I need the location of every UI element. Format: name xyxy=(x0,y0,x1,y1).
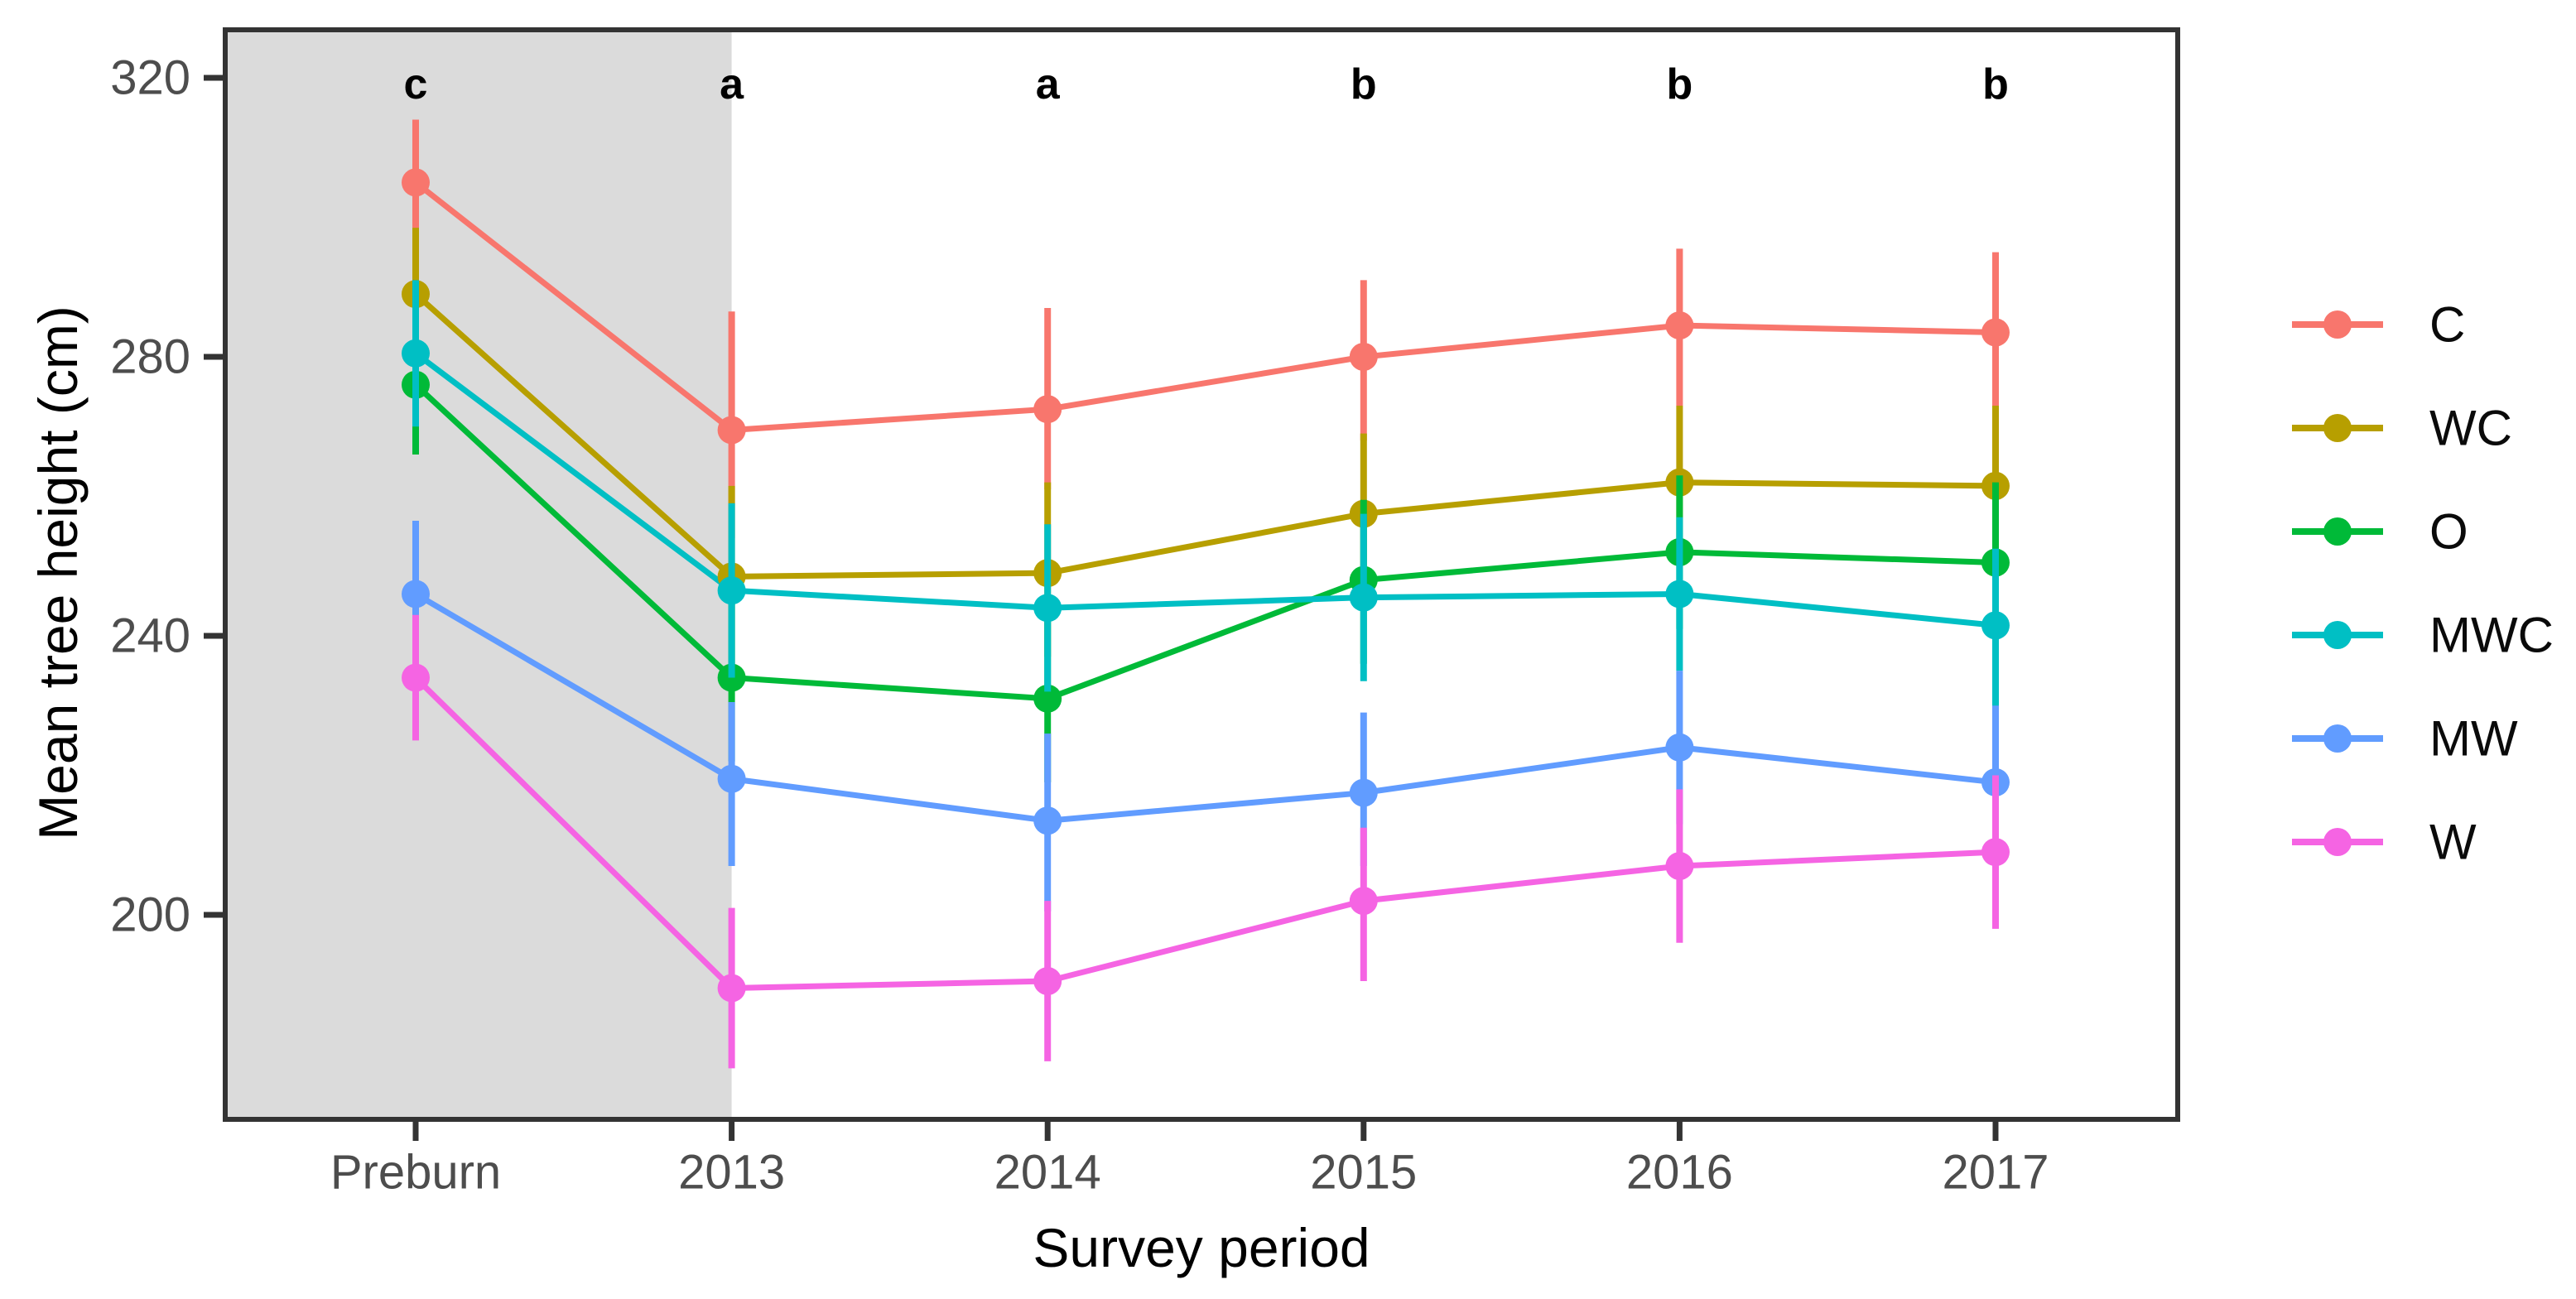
data-point xyxy=(717,416,746,445)
legend-label: MWC xyxy=(2429,608,2554,663)
data-point xyxy=(402,168,430,197)
y-tick-label: 280 xyxy=(110,330,190,384)
data-point xyxy=(1981,318,2010,347)
data-point xyxy=(717,974,746,1003)
data-point xyxy=(1033,594,1062,623)
series-points-C xyxy=(402,119,2010,539)
series-line-W xyxy=(413,676,1996,991)
x-tick-label: Preburn xyxy=(330,1146,501,1200)
series-points-W xyxy=(402,614,2010,1069)
legend-key-dot xyxy=(2323,310,2352,339)
significance-letter: c xyxy=(404,60,428,108)
data-point xyxy=(1033,395,1062,424)
legend-key-dot xyxy=(2323,828,2352,856)
series-line-O xyxy=(413,382,1996,702)
legend-entry-C: C xyxy=(2292,297,2465,353)
data-point xyxy=(1665,733,1694,762)
x-tick-label: 2013 xyxy=(678,1146,785,1200)
x-axis: Preburn 2013 2014 2015 2016 2017 xyxy=(330,1119,2049,1200)
legend-entry-WC: WC xyxy=(2292,401,2512,456)
data-point xyxy=(1033,806,1062,835)
legend-label: WC xyxy=(2429,401,2512,456)
y-tick-label: 320 xyxy=(110,51,190,105)
panel-border xyxy=(223,27,2180,1122)
data-point xyxy=(717,576,746,605)
data-point xyxy=(402,580,430,609)
data-point xyxy=(402,339,430,368)
legend-entry-MWC: MWC xyxy=(2292,608,2554,663)
series-points-MWC xyxy=(402,280,2010,720)
legend-label: W xyxy=(2429,815,2477,870)
data-point xyxy=(1665,311,1694,340)
data-point xyxy=(1349,583,1378,612)
data-point xyxy=(1981,838,2010,867)
significance-letter: a xyxy=(1036,60,1061,108)
data-point xyxy=(1981,611,2010,640)
legend: C WC O MWC MW W xyxy=(2292,297,2554,870)
data-point xyxy=(1033,684,1062,713)
y-axis-title: Mean tree height (cm) xyxy=(27,306,89,840)
significance-letter: b xyxy=(1667,60,1693,108)
y-tick-label: 240 xyxy=(110,609,190,663)
data-point xyxy=(1665,580,1694,609)
significance-letter: a xyxy=(720,60,744,108)
data-point xyxy=(1349,887,1378,916)
significance-letter: b xyxy=(1351,60,1377,108)
data-point xyxy=(717,764,746,793)
x-tick-label: 2015 xyxy=(1310,1146,1417,1200)
data-point xyxy=(402,663,430,692)
legend-entry-W: W xyxy=(2292,815,2477,870)
series-line-MWC xyxy=(413,350,1996,628)
x-tick-label: 2017 xyxy=(1942,1146,2049,1200)
legend-key-dot xyxy=(2323,621,2352,649)
series-line-C xyxy=(413,180,1996,434)
x-tick-label: 2014 xyxy=(994,1146,1101,1200)
x-tick-label: 2016 xyxy=(1626,1146,1733,1200)
series-line-WC xyxy=(413,291,1996,580)
legend-label: C xyxy=(2429,297,2465,353)
legend-entry-O: O xyxy=(2292,504,2468,560)
data-point xyxy=(1349,778,1378,807)
significance-letter: b xyxy=(1982,60,2009,108)
data-point xyxy=(1665,852,1694,881)
data-point xyxy=(1349,343,1378,371)
y-axis: 200 240 280 320 xyxy=(110,51,225,942)
preburn-shaded-region xyxy=(225,30,732,1119)
series-line-MW xyxy=(414,591,1996,824)
legend-key-dot xyxy=(2323,414,2352,442)
legend-label: O xyxy=(2429,504,2468,560)
legend-label: MW xyxy=(2429,711,2518,767)
data-point xyxy=(1033,967,1062,996)
legend-key-dot xyxy=(2323,517,2352,546)
x-axis-title: Survey period xyxy=(1033,1217,1370,1278)
legend-key-dot xyxy=(2323,724,2352,753)
legend-entry-MW: MW xyxy=(2292,711,2518,767)
y-tick-label: 200 xyxy=(110,888,190,942)
